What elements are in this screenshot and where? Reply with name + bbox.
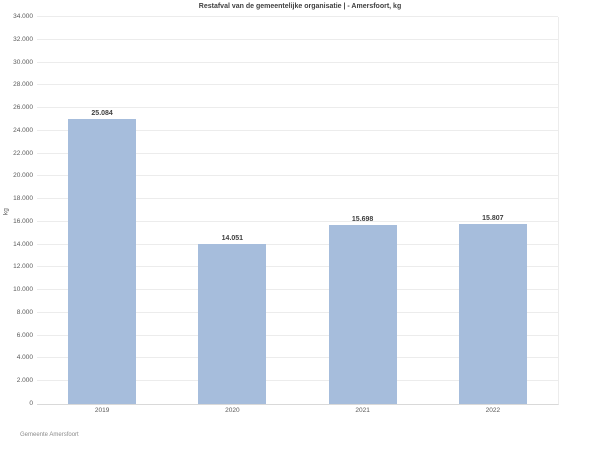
y-tick-label: 10.000 [13, 286, 33, 294]
gridline [37, 152, 558, 154]
source-attribution: Gemeente Amersfoort [20, 432, 79, 438]
y-axis-tick-labels: 0 2.000 4.000 6.000 8.000 10.000 12.000 14.000 1… [0, 13, 33, 407]
y-tick-label: 8.000 [16, 308, 33, 316]
y-tick-label: 0 [29, 400, 33, 407]
x-axis-tick-labels: 2019 2020 2021 2022 [37, 407, 558, 419]
y-tick-label: 18.000 [13, 195, 33, 203]
y-tick-label: 4.000 [16, 354, 33, 362]
gridline [37, 220, 558, 222]
bar-2021[interactable] [328, 225, 397, 404]
gridline [37, 357, 558, 359]
bar-2019[interactable] [68, 118, 137, 404]
gridline [37, 311, 558, 313]
bar-value-label: 15.698 [351, 216, 374, 224]
gridline [37, 107, 558, 109]
bar-2022[interactable] [458, 224, 527, 404]
gridline [37, 266, 558, 268]
y-tick-label: 26.000 [13, 104, 33, 112]
gridline [37, 16, 558, 17]
gridline [37, 380, 558, 382]
bar-value-label: 25.084 [91, 109, 113, 117]
gridline [37, 334, 558, 336]
x-tick-label: 2019 [94, 407, 110, 414]
y-tick-label: 16.000 [13, 217, 33, 225]
x-tick-label: 2021 [355, 407, 370, 414]
y-tick-label: 28.000 [13, 81, 33, 89]
gridline [37, 84, 558, 86]
gridline [37, 243, 558, 245]
y-tick-label: 32.000 [13, 35, 33, 43]
y-tick-label: 14.000 [13, 240, 33, 248]
plot-area: 25.084 14.051 15.698 15.807 [37, 16, 559, 405]
gridline [37, 38, 558, 40]
y-tick-label: 6.000 [16, 331, 33, 339]
gridline [37, 129, 558, 131]
y-tick-label: 34.000 [13, 13, 33, 20]
y-tick-label: 2.000 [16, 377, 33, 385]
bar-2020[interactable] [198, 244, 267, 404]
gridline [37, 198, 558, 200]
bar-value-label: 14.051 [221, 235, 244, 243]
x-tick-label: 2022 [485, 407, 501, 414]
bar-value-label: 15.807 [482, 215, 504, 223]
x-tick-label: 2020 [225, 407, 240, 414]
gridline [37, 61, 558, 63]
y-tick-label: 22.000 [13, 149, 33, 157]
y-tick-label: 30.000 [13, 58, 33, 66]
y-tick-label: 12.000 [13, 263, 33, 271]
chart-title: Restafval van de gemeentelijke organisat… [198, 3, 402, 10]
gridline [37, 175, 558, 177]
y-tick-label: 24.000 [13, 126, 33, 134]
y-tick-label: 20.000 [13, 172, 33, 180]
gridline [37, 289, 558, 291]
